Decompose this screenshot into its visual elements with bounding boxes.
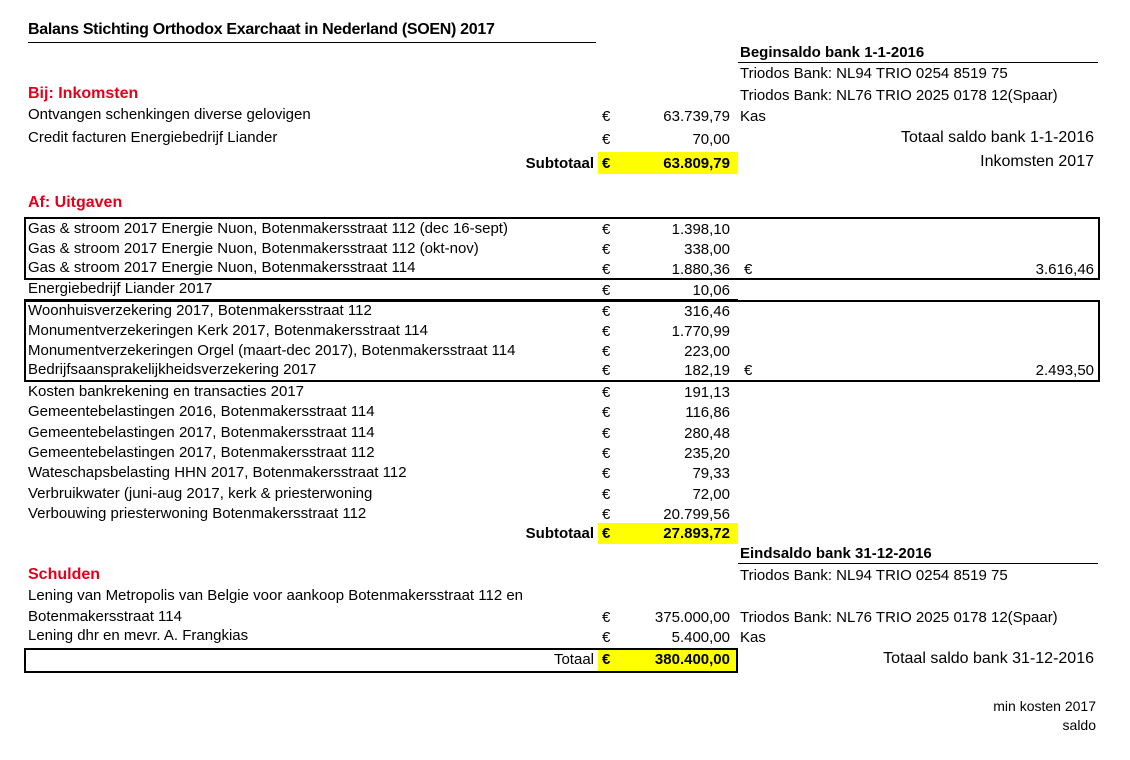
page-title: Balans Stichting Orthodox Exarchaat in N… [28,21,495,38]
euro-sign: € [602,445,611,462]
expense-item-amount: 20.799,56 [663,506,730,523]
row-rule [24,299,738,300]
begin-total-label: Totaal saldo bank 1-1-2016 [900,129,1094,146]
debts-total-label: Totaal [553,651,594,668]
euro-sign: € [602,486,611,503]
income-subtotal-label: Subtotaal [525,155,594,172]
income-item-amount: 63.739,79 [663,108,730,125]
expense-item-label: Energiebedrijf Liander 2017 [28,280,213,297]
begin-bank-line-1: Triodos Bank: NL94 TRIO 0254 8519 75 [740,65,1008,82]
expenses-heading: Af: Uitgaven [28,194,123,211]
expense-item-amount: 10,06 [692,282,730,299]
footer-min-kosten: min kosten 2017 [993,698,1096,714]
euro-sign: € [602,629,611,646]
euro-sign: € [602,425,611,442]
expense-item-amount: 280,48 [684,425,730,442]
euro-sign: € [602,131,611,148]
debts-total-amount: 380.400,00 [654,651,730,668]
expense-item-amount: 223,00 [684,343,730,360]
expense-item-label: Monumentverzekeringen Orgel (maart-dec 2… [28,342,516,359]
debt-item-amount: 375.000,00 [654,609,730,626]
income-subtotal-amount: 63.809,79 [663,155,730,172]
debt-item-label: Lening dhr en mevr. A. Frangkias [28,627,249,644]
expense-item-amount: 1.398,10 [671,221,730,238]
euro-sign: € [602,384,611,401]
expense-item-label: Wateschapsbelasting HHN 2017, Botenmaker… [28,464,407,481]
income-label: Inkomsten 2017 [980,153,1094,170]
expense-item-amount: 191,13 [684,384,730,401]
debt-item-label-cont: Botenmakersstraat 114 [28,608,182,625]
expense-item-amount: 316,46 [684,303,730,320]
expenses-subtotal-label: Subtotaal [525,525,594,542]
euro-sign: € [602,465,611,482]
energy-group-box [24,217,1100,280]
expense-item-label: Gas & stroom 2017 Energie Nuon, Botenmak… [28,220,508,237]
euro-sign: € [602,221,611,238]
debts-total-highlight [598,650,736,671]
expense-item-label: Gemeentebelastingen 2017, Botenmakersstr… [28,444,375,461]
expense-item-label: Gemeentebelastingen 2017, Botenmakersstr… [28,424,375,441]
expense-item-amount: 116,86 [685,404,730,421]
euro-sign: € [602,303,611,320]
expense-item-label: Gas & stroom 2017 Energie Nuon, Botenmak… [28,259,416,276]
expense-item-label: Monumentverzekeringen Kerk 2017, Botenma… [28,322,428,339]
expense-item-label: Woonhuisverzekering 2017, Botenmakersstr… [28,302,372,319]
euro-sign: € [602,261,611,278]
euro-sign: € [602,108,611,125]
euro-sign: € [602,282,611,299]
euro-sign: € [602,651,611,668]
end-saldo-rule [738,563,1098,564]
energy-group-total: 3.616,46 [1035,261,1094,278]
end-saldo-heading: Eindsaldo bank 31-12-2016 [740,545,932,562]
expenses-subtotal-amount: 27.893,72 [663,525,730,542]
expense-item-label: Verbouwing priesterwoning Botenmakersstr… [28,505,367,522]
euro-sign: € [602,506,611,523]
euro-sign: € [602,525,611,542]
expense-item-amount: 338,00 [684,241,730,258]
footer-saldo: saldo [1062,717,1096,733]
euro-sign: € [602,362,611,379]
expense-item-amount: 79,33 [692,465,730,482]
debt-item-amount: 5.400,00 [671,629,730,646]
expense-item-label: Bedrijfsaansprakelijkheidsverzekering 20… [28,361,317,378]
income-item-label: Credit facturen Energiebedrijf Liander [28,129,278,146]
euro-sign: € [602,404,611,421]
begin-saldo-heading: Beginsaldo bank 1-1-2016 [740,44,925,61]
expense-item-label: Kosten bankrekening en transacties 2017 [28,383,305,400]
euro-sign: € [602,155,611,172]
end-total-label: Totaal saldo bank 31-12-2016 [883,650,1094,667]
expenses-subtotal-highlight [598,523,738,544]
debt-item-label: Lening van Metropolis van Belgie voor aa… [28,587,524,604]
begin-saldo-rule [738,62,1098,63]
euro-sign: € [602,323,611,340]
expense-item-amount: 235,20 [684,445,730,462]
income-subtotal-highlight [598,152,738,174]
expense-item-label: Gemeentebelastingen 2016, Botenmakersstr… [28,403,375,420]
euro-sign: € [602,241,611,258]
insurance-group-total: 2.493,50 [1035,362,1094,379]
expense-item-amount: 1.880,36 [671,261,730,278]
euro-sign: € [744,261,753,278]
income-heading: Bij: Inkomsten [28,85,139,102]
expense-item-amount: 182,19 [684,362,730,379]
euro-sign: € [602,609,611,626]
debts-total-box [24,648,738,673]
end-bank-line-1: Triodos Bank: NL94 TRIO 0254 8519 75 [740,567,1008,584]
begin-bank-line-2: Triodos Bank: NL76 TRIO 2025 0178 12(Spa… [740,87,1058,104]
expense-item-amount: 1.770,99 [671,323,730,340]
expense-item-label: Gas & stroom 2017 Energie Nuon, Botenmak… [28,240,479,257]
euro-sign: € [602,343,611,360]
end-bank-line-2: Triodos Bank: NL76 TRIO 2025 0178 12(Spa… [740,609,1058,626]
begin-kas: Kas [740,108,766,125]
income-item-amount: 70,00 [692,131,730,148]
insurance-group-box [24,300,1100,382]
expense-item-amount: 72,00 [692,486,730,503]
income-item-label: Ontvangen schenkingen diverse gelovigen [28,106,311,123]
expense-item-label: Verbruikwater (juni-aug 2017, kerk & pri… [28,485,373,502]
title-underline [28,42,596,43]
debts-heading: Schulden [28,566,101,583]
euro-sign: € [744,362,753,379]
end-kas: Kas [740,629,766,646]
